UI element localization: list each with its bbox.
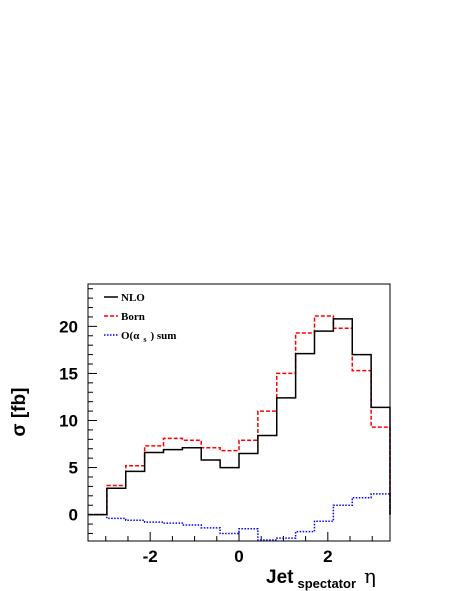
series-o-s-sum <box>88 493 391 541</box>
legend-label-nlo: NLO <box>121 292 145 304</box>
series-nlo <box>88 318 391 516</box>
x-tick-label: 0 <box>234 547 243 566</box>
y-tick-label: 10 <box>59 412 78 431</box>
x-axis-title-symbol: η <box>364 564 376 588</box>
legend-label-oas-sub: s <box>143 335 146 344</box>
x-axis-title-main: Jet <box>266 567 294 588</box>
x-axis-title: Jet spectator η <box>266 564 376 591</box>
svg-text:Jet spectator η: Jet spectator η <box>266 564 376 591</box>
x-tick-label: -2 <box>143 547 158 566</box>
legend-label-oas: O(α s ) sum <box>121 326 176 346</box>
legend-label-oas-main: O(α <box>121 330 140 342</box>
x-axis-title-sub: spectator <box>297 576 356 591</box>
series-layer <box>88 315 391 541</box>
y-tick-label: 20 <box>59 317 78 336</box>
axis-ticks: 0 5 10 15 20 -2 0 2 <box>59 288 373 566</box>
y-tick-label: 15 <box>59 364 78 383</box>
legend-label-born: Born <box>121 311 145 323</box>
y-axis-title: σ [fb] <box>9 388 30 437</box>
legend-label-oas-tail: ) sum <box>150 330 176 342</box>
y-tick-label: 5 <box>69 459 78 478</box>
x-tick-label: 2 <box>323 547 332 566</box>
series-born <box>88 315 391 516</box>
legend: NLO Born O(α s ) sum <box>104 292 176 346</box>
y-tick-label: 0 <box>69 506 78 525</box>
